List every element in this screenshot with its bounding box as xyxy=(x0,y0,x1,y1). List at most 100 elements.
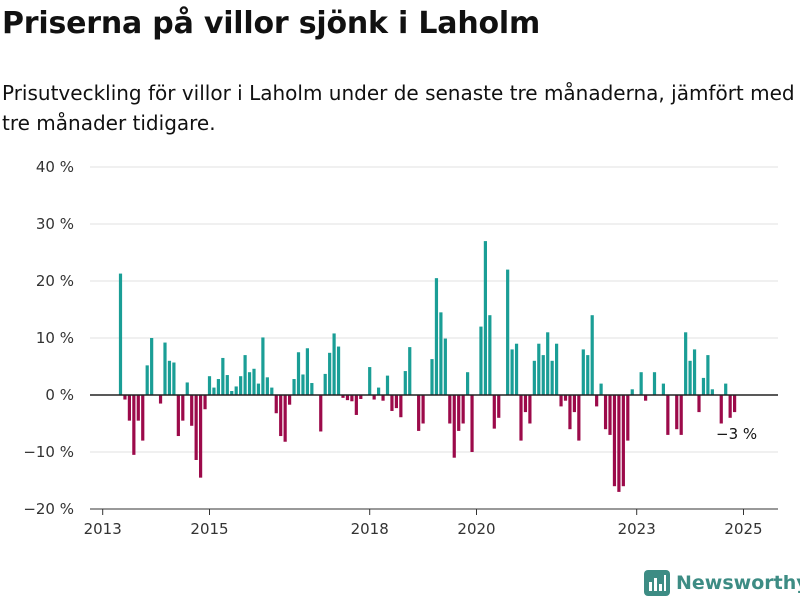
bar xyxy=(523,395,528,413)
bar xyxy=(688,360,692,395)
bar xyxy=(577,395,581,441)
chart-subtitle: Prisutveckling för villor i Laholm under… xyxy=(2,81,795,135)
bar xyxy=(359,395,363,399)
bar xyxy=(225,375,229,395)
bar xyxy=(381,395,385,401)
bar xyxy=(510,349,514,395)
bar xyxy=(377,387,381,395)
bar xyxy=(243,355,247,395)
bar xyxy=(390,395,394,411)
bar xyxy=(661,383,665,395)
newsworthy-brand: Newsworthy xyxy=(644,568,800,598)
bar xyxy=(675,395,679,430)
grid-lines xyxy=(90,166,778,453)
x-tick-label: 2015 xyxy=(190,520,228,538)
bar xyxy=(167,360,172,395)
bar xyxy=(319,395,323,432)
bar xyxy=(528,395,532,424)
y-axis-ticks: −20 % −10 % 0 % 10 % 20 % 30 % 40 % xyxy=(23,158,74,518)
bar xyxy=(417,395,421,431)
bar xyxy=(652,372,657,395)
bar xyxy=(279,395,283,437)
bar xyxy=(492,395,496,429)
bar xyxy=(261,337,265,395)
bar xyxy=(488,315,492,395)
bar xyxy=(408,347,412,395)
bar xyxy=(256,383,261,395)
x-tick-label: 2020 xyxy=(457,520,495,538)
bar xyxy=(626,395,630,441)
bar xyxy=(212,387,216,395)
bar xyxy=(599,383,603,395)
bar xyxy=(595,395,599,407)
bar xyxy=(684,332,688,395)
y-tick-label: −10 % xyxy=(23,443,74,461)
y-tick-label: 20 % xyxy=(36,272,74,290)
bar xyxy=(608,395,612,435)
bar xyxy=(421,395,425,424)
bar xyxy=(234,386,238,395)
bar xyxy=(207,376,212,395)
bar xyxy=(230,391,234,395)
bar xyxy=(706,355,710,395)
bar xyxy=(301,374,305,395)
bar xyxy=(288,395,292,405)
bar xyxy=(550,360,554,395)
bar xyxy=(221,357,225,395)
bar xyxy=(612,395,617,487)
bar xyxy=(118,273,123,395)
bar xyxy=(461,395,465,424)
bar xyxy=(630,389,634,395)
bar xyxy=(679,395,683,435)
bar xyxy=(194,395,198,460)
bar xyxy=(568,395,572,430)
bar xyxy=(506,269,510,395)
bar xyxy=(537,343,541,395)
bar xyxy=(728,395,732,418)
bar xyxy=(666,395,670,435)
bar xyxy=(354,395,358,415)
bar xyxy=(239,376,243,395)
bar xyxy=(350,395,354,402)
bar xyxy=(514,343,519,395)
bar xyxy=(270,387,274,395)
y-tick-label: 0 % xyxy=(45,386,74,404)
bar xyxy=(323,373,327,395)
bar xyxy=(274,395,278,414)
x-tick-label: 2013 xyxy=(84,520,122,538)
bar xyxy=(470,395,474,452)
bar xyxy=(158,395,163,404)
bar xyxy=(430,359,434,395)
bar xyxy=(394,395,398,409)
bar xyxy=(372,395,376,400)
bar xyxy=(439,312,443,395)
bar xyxy=(296,352,301,395)
bar xyxy=(443,338,447,395)
latest-value-label: −3 % xyxy=(716,425,757,443)
bar xyxy=(572,395,576,413)
bar xyxy=(434,278,439,395)
bar xyxy=(172,362,176,395)
bar xyxy=(466,372,470,395)
bar xyxy=(141,395,145,441)
y-tick-label: 30 % xyxy=(36,215,74,233)
x-axis-ticks: 2013 2015 2018 2020 2023 2025 xyxy=(84,509,763,538)
bar xyxy=(403,371,407,395)
bar xyxy=(247,372,252,395)
y-tick-label: 10 % xyxy=(36,329,74,347)
bar xyxy=(341,395,345,398)
bar xyxy=(216,379,220,395)
bar xyxy=(265,377,269,395)
bar xyxy=(541,355,545,395)
bar xyxy=(176,395,180,437)
bar xyxy=(345,395,350,401)
bar xyxy=(252,368,256,395)
bar xyxy=(586,355,590,395)
bar xyxy=(532,360,536,395)
bar xyxy=(497,395,501,418)
bar xyxy=(199,395,203,478)
bar xyxy=(332,333,336,395)
newsworthy-logo-icon xyxy=(644,570,670,596)
bar xyxy=(581,349,585,395)
bar xyxy=(385,375,390,395)
